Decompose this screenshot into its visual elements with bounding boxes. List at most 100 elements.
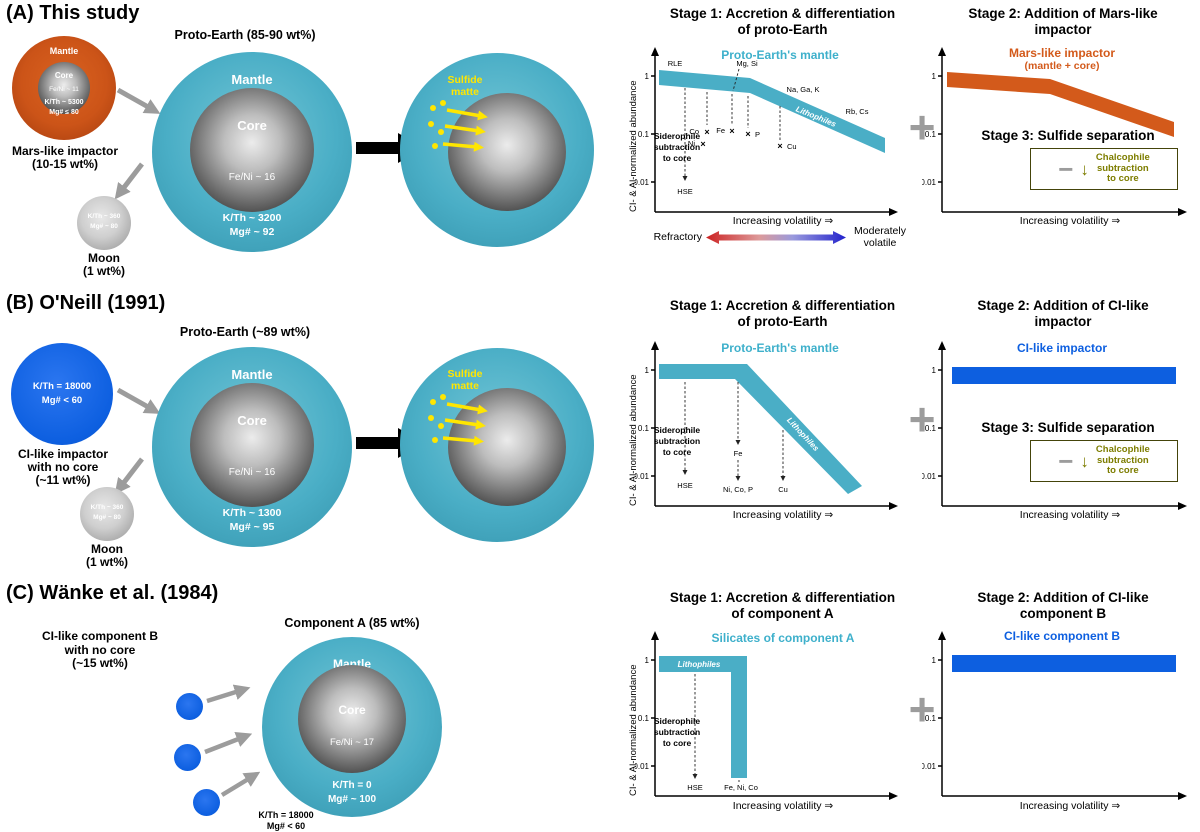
tick-01: 0.1 <box>638 130 650 139</box>
sulfide-matte-label-a: Sulfide matte <box>430 74 500 99</box>
caption-line2: (10-15 wt%) <box>31 157 99 171</box>
caption-line2: (1 wt%) <box>83 264 125 278</box>
stage3-box-a: − ↓ Chalcophile subtraction to core <box>1030 148 1178 190</box>
tick-1: 1 <box>932 72 937 81</box>
moon-caption-a: Moon (1 wt%) <box>52 252 156 278</box>
component-b-band <box>952 655 1176 672</box>
moderately-volatile-label: Moderately volatile <box>845 225 915 249</box>
component-b-caption: CI-like component B with no core (~15 wt… <box>22 629 178 671</box>
feni-label: Fe/Ni ~ 11 <box>49 86 79 93</box>
co-cross-marker: × <box>704 127 709 137</box>
stage2-title-a: Stage 2: Addition of Mars-like impactor <box>935 6 1191 39</box>
kth-label: K/Th ~ 360 <box>90 504 124 511</box>
mg-label: Mg# ~ 92 <box>229 226 275 238</box>
stage2-title-b: Stage 2: Addition of CI-like impactor <box>935 298 1191 331</box>
sulfide-arrows-b <box>428 394 488 446</box>
core-label: Core <box>237 118 267 133</box>
stage2-title-c: Stage 2: Addition of CI-like component B <box>935 590 1191 623</box>
chart-c-stage2: CI-like component B 1 0.1 0.01 <box>922 629 1187 800</box>
p-cross-marker: × <box>745 129 750 139</box>
panel-a-title: (A) This study <box>6 2 140 24</box>
tick-1: 1 <box>645 656 650 665</box>
tick-001: 0.01 <box>635 178 650 187</box>
kth-label: K/Th ~ 1300 <box>222 507 282 519</box>
component-a-sphere: Mantle Core Fe/Ni ~ 17 K/Th = 0 Mg# ~ 10… <box>262 637 442 817</box>
band-label: CI-like impactor <box>1017 341 1107 355</box>
component-a-title: Component A (85 wt%) <box>284 616 420 630</box>
mg-label: Mg# < 60 <box>41 395 83 406</box>
tick-01: 0.1 <box>638 424 650 433</box>
siderophile-line3: to core <box>663 153 692 163</box>
axes <box>938 341 1187 510</box>
band-label-1: Mars-like impactor <box>1009 46 1115 60</box>
tick-001: 0.01 <box>922 472 937 481</box>
chalcophile-text: Chalcophile subtraction to core <box>1096 444 1150 477</box>
fe-label: Fe <box>734 449 743 458</box>
kth-label: K/Th = 18000 <box>258 810 314 820</box>
stage1-title-a: Stage 1: Accretion & differentiation of … <box>650 6 915 39</box>
title-line2: impactor <box>1034 314 1092 330</box>
title-line2: of proto-Earth <box>737 314 828 330</box>
ci-impactor-caption-b: CI-like impactor with no core (~11 wt%) <box>0 448 126 487</box>
siderophile-line2: subtraction <box>654 727 700 737</box>
chart-a-stage1: Proto-Earth's mantle Lithophiles 1 0.1 0… <box>635 47 898 216</box>
minus-icon: − <box>1058 446 1074 476</box>
mg-label: Mg# ≤ 80 <box>49 109 79 116</box>
arrow-dot3-to-sphere <box>220 771 261 797</box>
ni-cross-marker: × <box>700 139 705 149</box>
feni-label: Fe/Ni ~ 17 <box>329 737 375 748</box>
band-label: Proto-Earth's mantle <box>721 48 839 62</box>
tick-1: 1 <box>932 366 937 375</box>
stage1-title-c: Stage 1: Accretion & differentiation of … <box>650 590 915 623</box>
mars-impactor-caption: Mars-like impactor (10-15 wt%) <box>0 145 130 171</box>
caption-line1: CI-like component B <box>41 629 158 643</box>
stage3-title-a: Stage 3: Sulfide separation <box>981 128 1155 143</box>
stage3-title-b: Stage 3: Sulfide separation <box>981 420 1155 435</box>
title-line2: of proto-Earth <box>737 22 828 38</box>
tick-1: 1 <box>645 366 650 375</box>
tick-001: 0.01 <box>922 178 937 187</box>
sulfide-line2: matte <box>450 86 479 99</box>
title-line1: Stage 2: Addition of CI-like <box>977 298 1149 313</box>
arrow-impactor-to-proto-b <box>116 387 161 414</box>
proto-earth-title-b: Proto-Earth (~89 wt%) <box>179 325 311 339</box>
mg-label: Mg# ~ 100 <box>327 794 377 805</box>
chart-c-stage1: Silicates of component A Lithophiles 1 0… <box>635 631 898 800</box>
mantle-band <box>659 364 862 494</box>
arrow-dot2-to-sphere <box>204 731 253 755</box>
caption-line2: with no core <box>27 460 99 474</box>
title-line1: Stage 2: Addition of Mars-like <box>968 6 1158 21</box>
rbcs-label: Rb, Cs <box>846 107 869 116</box>
impactor-core-sphere: Core Fe/Ni ~ 11 <box>38 62 90 114</box>
mantle-label: Mantle <box>231 72 273 87</box>
ni-label: Ni <box>688 139 695 148</box>
siderophile-line2: subtraction <box>654 142 700 152</box>
modvol-line1: Moderately <box>854 225 906 237</box>
x-axis-label-c1: Increasing volatility ⇒ <box>732 800 834 812</box>
chalc-line3: to core <box>1107 173 1139 185</box>
mars-impactor-sphere: Mantle Core Fe/Ni ~ 11 K/Th ~ 5300 Mg# ≤… <box>12 36 116 140</box>
impactor-band <box>952 367 1176 384</box>
core-sphere: Core Fe/Ni ~ 16 <box>190 88 314 212</box>
siderophile-line1: Siderophile <box>654 131 701 141</box>
axes <box>651 341 898 510</box>
band-label: Silicates of component A <box>712 631 855 645</box>
cu-cross-marker: × <box>777 141 782 151</box>
down-arrow-icon: ↓ <box>1080 159 1089 179</box>
kth-label: K/Th = 18000 <box>32 381 92 392</box>
x-axis-label-a1: Increasing volatility ⇒ <box>732 215 834 227</box>
axes <box>651 631 898 800</box>
mg-label: Mg# ~ 80 <box>90 223 118 230</box>
mantle-label: Mantle <box>231 367 273 382</box>
chart-b-stage2: CI-like impactor 1 0.1 0.01 <box>922 341 1187 510</box>
refractory-volatile-gradient-arrow <box>706 231 846 244</box>
plus-sign-a: + <box>908 101 936 153</box>
dashed-leaders <box>692 674 740 782</box>
caption-line1: Moon <box>91 542 123 556</box>
tick-001: 0.01 <box>635 472 650 481</box>
sulfide-line1: Sulfide <box>447 74 483 86</box>
dashed-leaders <box>682 68 781 181</box>
kth-label: K/Th ~ 360 <box>87 213 121 220</box>
cu-label: Cu <box>778 485 788 494</box>
chalc-line1: Chalcophile <box>1095 152 1150 164</box>
